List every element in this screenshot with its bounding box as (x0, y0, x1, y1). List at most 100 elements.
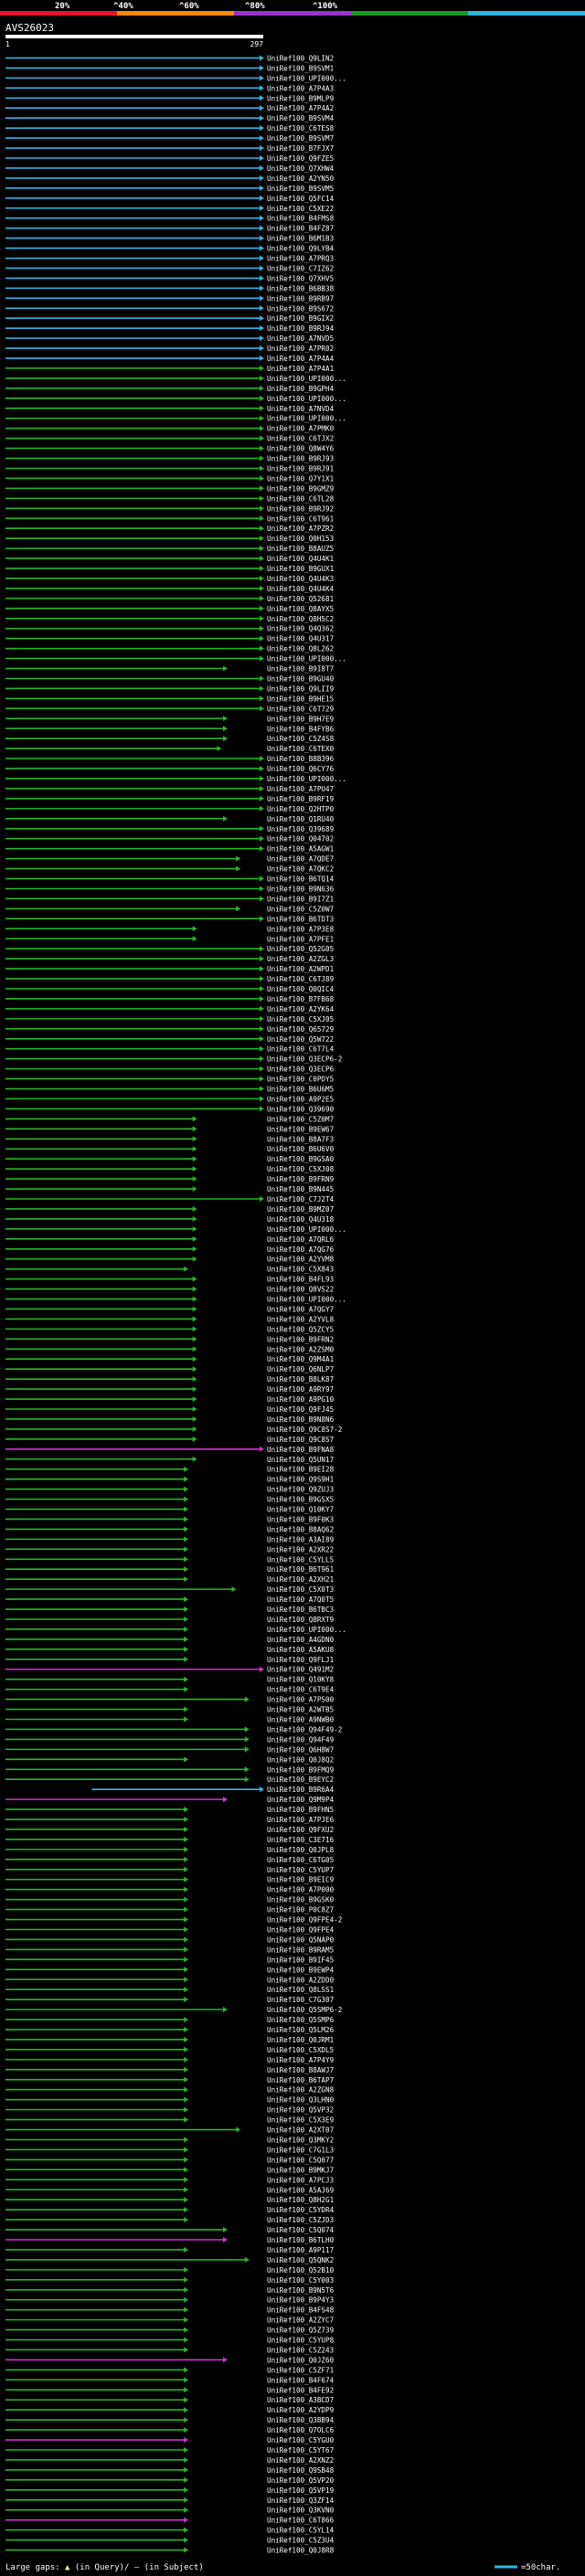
alignment-arrowhead (260, 435, 264, 441)
hit-label: UniRef100_C5XE22 (267, 205, 334, 213)
alignment-arrowhead (184, 1716, 189, 1723)
alignment-arrowhead (184, 1656, 189, 1662)
hit-label: UniRef100_C6TJ89 (267, 975, 335, 983)
alignment-arrowhead (260, 1786, 264, 1793)
hit-label: UniRef100_B4F674 (267, 2376, 335, 2384)
hit-label: UniRef100_C5XJ08 (267, 1165, 335, 1173)
hit-label: UniRef100_Q7XHW4 (267, 164, 335, 173)
alignment-arrowhead (260, 325, 264, 332)
alignment-arrowhead (260, 1446, 264, 1452)
alignment-arrowhead (192, 1386, 197, 1393)
alignment-arrowhead (192, 1116, 197, 1122)
hit-label: UniRef100_B8B396 (267, 755, 335, 763)
alignment-arrowhead (260, 285, 264, 292)
hit-label: UniRef100_B9H7E9 (267, 715, 335, 723)
hit-label: UniRef100_A7QDE7 (267, 855, 334, 864)
alignment-arrowhead (184, 1977, 189, 1983)
alignment-arrowhead (192, 1456, 197, 1462)
hit-label: UniRef100_Q6CY76 (267, 765, 335, 773)
hit-label: UniRef100_Q3KVN0 (267, 2507, 335, 2515)
query-start-label: 1 (5, 40, 10, 48)
hit-label: UniRef100_Q94F49 (267, 1735, 335, 1744)
hit-label: UniRef100_A2ZYC7 (267, 2316, 334, 2325)
hit-label: UniRef100_C5X0T3 (267, 1585, 334, 1594)
hit-label: UniRef100_Q5W722 (267, 1035, 334, 1044)
alignment-arrowhead (260, 1076, 264, 1082)
query-end-label: 297 (250, 40, 264, 48)
alignment-arrowhead (260, 335, 264, 342)
alignment-arrowhead (244, 1736, 250, 1743)
hit-label: UniRef100_B9N445 (267, 1185, 334, 1193)
alignment-arrowhead (184, 2377, 189, 2383)
hit-label: UniRef100_B9I8T7 (267, 665, 334, 673)
hit-label: UniRef100_A3AI89 (267, 1535, 335, 1543)
alignment-arrowhead (184, 1706, 189, 1712)
alignment-arrowhead (260, 105, 264, 111)
alignment-arrowhead (260, 465, 264, 472)
hit-label: UniRef100_C5ZF71 (267, 2366, 335, 2374)
alignment-arrowhead (260, 315, 264, 322)
hit-label: UniRef100_Q9FZE5 (267, 154, 334, 163)
hit-label: UniRef100_Q5ZCY5 (267, 1325, 334, 1333)
hit-label: UniRef100_Q8RXT9 (267, 1616, 335, 1624)
identity-scale-bar: 20% ^40% ^60% ^80% ^100% (0, 2, 585, 16)
alignment-arrowhead (260, 976, 264, 982)
hit-label: UniRef100_B9RAM5 (267, 1945, 334, 1954)
hit-label: UniRef100_B9MLP9 (267, 94, 335, 102)
alignment-arrowhead (260, 766, 264, 772)
query-bar (5, 35, 263, 38)
hit-label: UniRef100_A7P3E8 (267, 925, 335, 933)
hit-label: UniRef100_A2ZGN8 (267, 2086, 335, 2094)
hit-label: UniRef100_UPI000... (267, 415, 346, 423)
alignment-arrowhead (192, 926, 197, 932)
hit-label: UniRef100_Q9FLJ1 (267, 1656, 335, 1664)
hit-label: UniRef100_C5Y003 (267, 2276, 334, 2284)
alignment-arrowhead (184, 2367, 189, 2373)
alignment-arrowhead (192, 1426, 197, 1432)
hit-label: UniRef100_C5ZJD3 (267, 2216, 334, 2224)
alignment-arrowhead (184, 1466, 189, 1472)
hit-label: UniRef100_C6T866 (267, 2517, 335, 2525)
alignment-arrowhead (184, 2167, 189, 2173)
hit-label: UniRef100_Q1RU40 (267, 815, 335, 823)
alignment-arrowhead (260, 546, 264, 552)
hit-label: UniRef100_B9N636 (267, 885, 335, 893)
hit-label: UniRef100_UPI000... (267, 655, 346, 663)
alignment-arrowhead (184, 1556, 189, 1563)
hit-label: UniRef100_Q3ZF14 (267, 2496, 335, 2505)
hit-label: UniRef100_Q4U318 (267, 1215, 335, 1224)
hit-label: UniRef100_A9PG10 (267, 1395, 335, 1404)
alignment-arrowhead (184, 2286, 189, 2293)
alignment-arrowhead (260, 685, 264, 692)
alignment-arrowhead (192, 1405, 197, 1412)
hit-label: UniRef100_B8LK87 (267, 1375, 334, 1383)
alignment-arrowhead (260, 655, 264, 662)
scale-label: 20% (55, 2, 70, 11)
hit-label: UniRef100_A7PRQ3 (267, 255, 334, 263)
alignment-rows: UniRef100_Q9LIN2 UniRef100_B9SVM1 UniRef10… (5, 54, 346, 2555)
hit-label: UniRef100_Q8W4Y6 (267, 445, 335, 453)
alignment-arrowhead (184, 1966, 189, 1973)
hit-label: UniRef100_A5AKU8 (267, 1646, 335, 1654)
alignment-arrowhead (222, 736, 228, 742)
alignment-arrowhead (260, 605, 264, 611)
hit-label: UniRef100_A2YN50 (267, 175, 335, 183)
alignment-arrowhead (260, 395, 264, 401)
alignment-arrowhead (260, 485, 264, 492)
hit-label: UniRef100_B9P4Y3 (267, 2296, 334, 2305)
alignment-arrowhead (260, 566, 264, 572)
alignment-arrowhead (236, 906, 241, 912)
alignment-arrowhead (192, 1306, 197, 1312)
hit-label: UniRef100_B6U6V0 (267, 1145, 335, 1153)
alignment-arrowhead (260, 916, 264, 922)
alignment-arrowhead (192, 1376, 197, 1383)
hit-label: UniRef100_B6BB38 (267, 284, 335, 292)
hit-label: UniRef100_Q5NAP0 (267, 1935, 335, 1944)
alignment-arrowhead (184, 2036, 189, 2042)
alignment-arrowhead (260, 575, 264, 581)
alignment-arrowhead (260, 1106, 264, 1112)
alignment-arrowhead (260, 185, 264, 191)
hit-label: UniRef100_Q0JZ60 (267, 2356, 335, 2364)
alignment-arrowhead (192, 1215, 197, 1222)
